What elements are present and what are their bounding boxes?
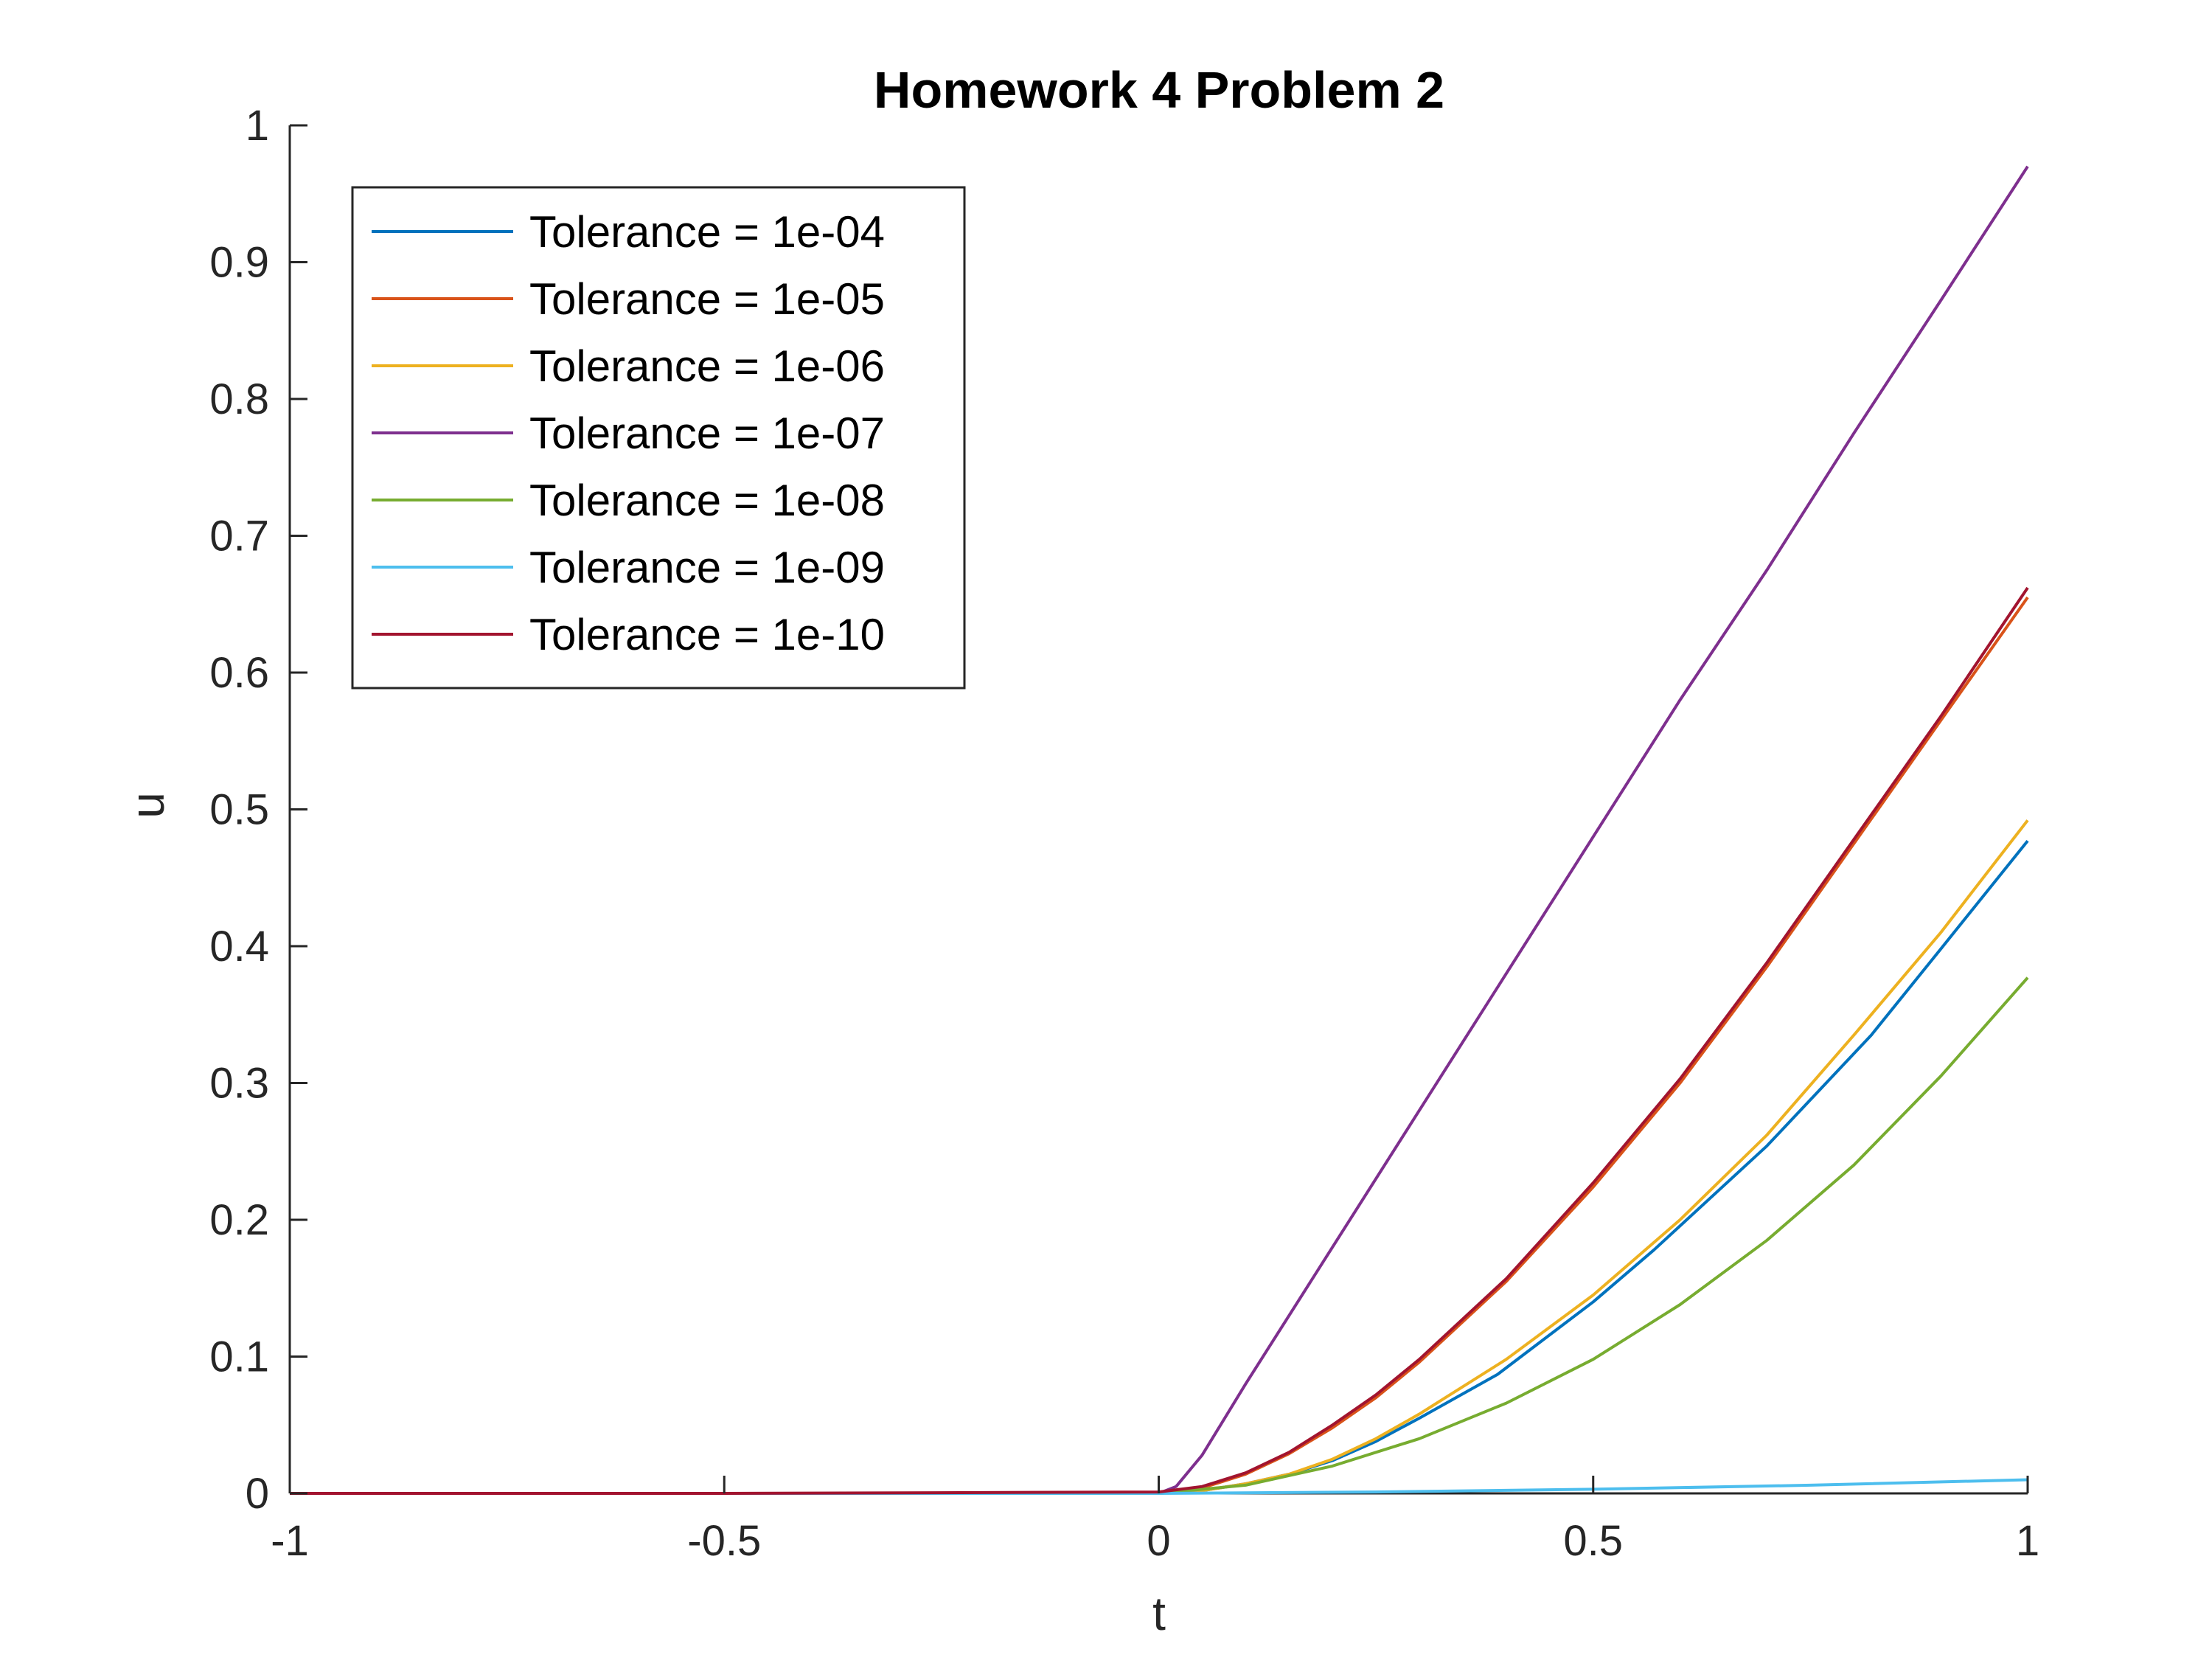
y-tick-label: 0.8 <box>209 375 269 423</box>
legend-entry: Tolerance = 1e-09 <box>529 543 885 592</box>
y-tick-label: 0.2 <box>209 1196 269 1244</box>
y-tick-label: 0 <box>246 1470 269 1518</box>
y-tick-label: 0.6 <box>209 649 269 697</box>
x-tick-label: -0.5 <box>687 1517 761 1565</box>
series-line-7 <box>290 586 2029 1495</box>
series-line-1 <box>290 839 2029 1495</box>
y-tick-label: 0.9 <box>209 239 269 287</box>
series-line-2 <box>290 596 2029 1495</box>
y-tick-label: 1 <box>246 102 269 150</box>
legend-entry: Tolerance = 1e-05 <box>529 274 885 324</box>
series-line-3 <box>290 819 2029 1495</box>
legend-entry: Tolerance = 1e-06 <box>529 341 885 391</box>
legend-entry: Tolerance = 1e-07 <box>529 409 885 458</box>
series-line-5 <box>290 976 2029 1495</box>
x-axis-label: t <box>1152 1587 1166 1640</box>
y-tick-label: 0.1 <box>209 1333 269 1381</box>
chart-title: Homework 4 Problem 2 <box>874 61 1444 119</box>
y-tick-label: 0.7 <box>209 513 269 560</box>
legend-entry: Tolerance = 1e-04 <box>529 207 885 257</box>
legend: Tolerance = 1e-04 Tolerance = 1e-05 Tolera… <box>351 186 966 690</box>
x-tick-label: -1 <box>271 1517 309 1565</box>
x-tick-label: 1 <box>2016 1517 2039 1565</box>
x-tick-label: 0.5 <box>1563 1517 1623 1565</box>
y-axis-label: u <box>121 792 174 819</box>
x-tick-label: 0 <box>1147 1517 1170 1565</box>
legend-entry: Tolerance = 1e-08 <box>529 476 885 525</box>
y-tick-label: 0.3 <box>209 1060 269 1108</box>
y-tick-label: 0.4 <box>209 923 269 971</box>
legend-box <box>351 186 966 690</box>
legend-entry: Tolerance = 1e-10 <box>529 610 885 659</box>
y-axis-ticks: 0 0.1 0.2 0.3 0.4 0.5 0.6 0.7 0.8 0.9 1 <box>209 102 307 1518</box>
y-tick-label: 0.5 <box>209 786 269 834</box>
x-axis-ticks: -1 -0.5 0 0.5 1 <box>271 1476 2039 1565</box>
